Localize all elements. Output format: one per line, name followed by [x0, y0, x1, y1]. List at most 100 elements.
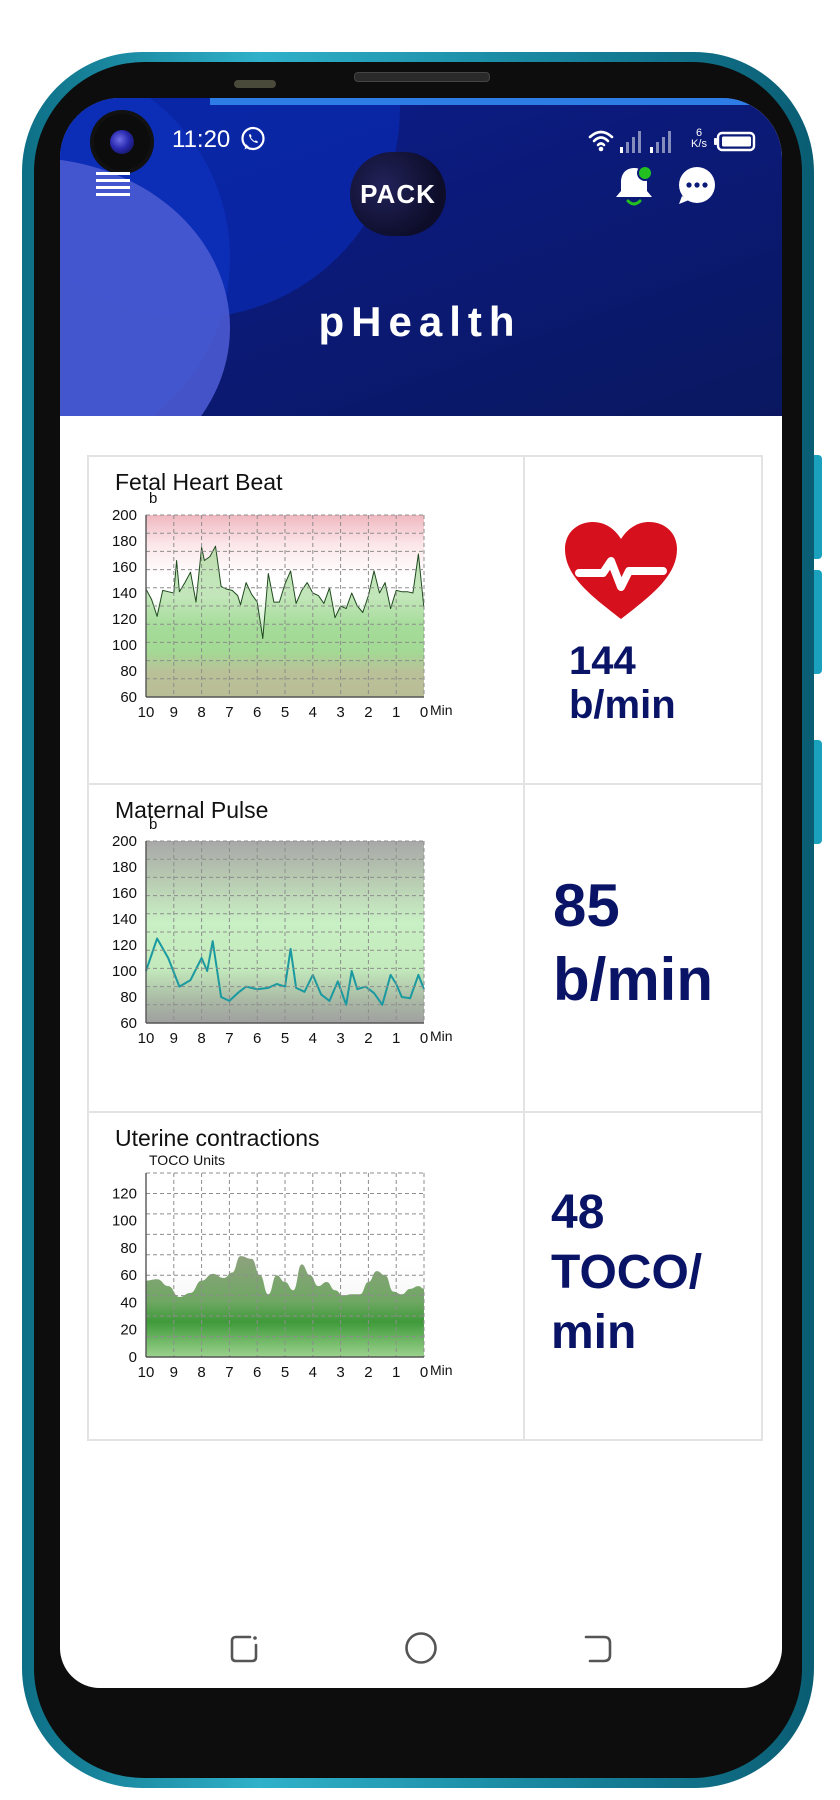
uterine-chart-panel: Uterine contractions 120 100 80 60 40 20 0 10 9 8…	[87, 1111, 525, 1441]
y-tick-label: 180	[112, 533, 137, 550]
y-tick-label: 60	[120, 689, 137, 706]
x-axis-label: Min	[430, 1362, 453, 1378]
uterine-value-panel: 48 TOCO/ min	[523, 1111, 763, 1441]
series-line	[145, 937, 425, 1006]
y-tick-label: 120	[112, 611, 137, 628]
panel-title: Fetal Heart Beat	[115, 469, 283, 495]
x-tick-label: 10	[138, 1364, 155, 1381]
x-tick-label: 8	[197, 1030, 205, 1047]
status-icons	[588, 130, 756, 153]
y-tick-label: 80	[120, 663, 137, 680]
x-tick-label: 4	[309, 704, 317, 721]
app-header	[60, 98, 782, 416]
home-icon[interactable]	[404, 1631, 438, 1665]
x-tick-label: 5	[281, 704, 289, 721]
x-tick-label: 3	[336, 1364, 344, 1381]
x-tick-label: 1	[392, 1364, 400, 1381]
back-icon[interactable]	[582, 1633, 614, 1665]
maternal-pulse-unit: b/min	[553, 946, 713, 1013]
maternal-pulse-value: 85	[553, 872, 620, 939]
fetal-heart-value: 144	[569, 639, 636, 683]
uterine-value: 48	[551, 1186, 605, 1239]
recent-apps-icon[interactable]	[228, 1633, 260, 1665]
x-tick-label: 0	[420, 1030, 428, 1047]
panel-title: Uterine contractions	[115, 1125, 320, 1151]
x-tick-label: 8	[197, 704, 205, 721]
side-button-top	[814, 455, 822, 559]
signal-bars-2-icon	[650, 131, 671, 153]
x-tick-label: 3	[336, 1030, 344, 1047]
y-tick-label: 140	[112, 911, 137, 928]
y-tick-label: 120	[112, 937, 137, 954]
y-tick-label: 60	[120, 1015, 137, 1032]
x-tick-label: 1	[392, 1030, 400, 1047]
x-tick-label: 4	[309, 1364, 317, 1381]
maternal-pulse-chart-panel: Maternal Pulse 200 180 160 140 120 100 80 60 10 9…	[87, 783, 525, 1113]
x-tick-label: 6	[253, 1030, 261, 1047]
x-tick-label: 1	[392, 704, 400, 721]
y-tick-label: 40	[120, 1294, 137, 1311]
uterine-unit-line2: min	[551, 1306, 637, 1359]
y-tick-label: 200	[112, 833, 137, 850]
x-tick-label: 5	[281, 1030, 289, 1047]
y-tick-label: 160	[112, 559, 137, 576]
y-tick-label: 200	[112, 507, 137, 524]
x-tick-label: 0	[420, 704, 428, 721]
chat-icon[interactable]	[676, 166, 718, 206]
x-tick-label: 7	[225, 1030, 233, 1047]
fetal-heart-value-panel: 144 b/min	[523, 455, 763, 785]
menu-icon[interactable]	[96, 170, 130, 200]
app-title: pHealth	[318, 298, 522, 345]
x-tick-label: 0	[420, 1364, 428, 1381]
y-axis-label: b	[149, 490, 157, 507]
x-tick-label: 7	[225, 1364, 233, 1381]
grid-lines	[145, 514, 425, 698]
fetal-heart-chart-panel: Fetal Heart Beat 200 180 160 140 120 100 80 60 1…	[87, 455, 525, 785]
uterine-unit-line1: TOCO/	[551, 1246, 703, 1299]
x-tick-label: 7	[225, 704, 233, 721]
y-tick-label: 60	[120, 1267, 137, 1284]
earpiece-speaker	[354, 72, 490, 82]
x-tick-label: 2	[364, 1030, 372, 1047]
bell-icon[interactable]	[612, 164, 656, 210]
x-tick-label: 2	[364, 704, 372, 721]
signal-bars-1-icon	[620, 131, 641, 153]
side-button-bottom	[814, 740, 822, 844]
x-tick-label: 10	[138, 704, 155, 721]
x-tick-label: 3	[336, 704, 344, 721]
y-tick-label: 160	[112, 885, 137, 902]
x-tick-label: 9	[170, 1030, 178, 1047]
y-tick-label: 80	[120, 989, 137, 1006]
x-tick-label: 10	[138, 1030, 155, 1047]
y-axis-label: b	[149, 816, 157, 833]
x-axis-label: Min	[430, 1028, 453, 1044]
x-tick-label: 2	[364, 1364, 372, 1381]
y-tick-label: 80	[120, 1240, 137, 1257]
fetal-heart-unit: b/min	[569, 683, 676, 727]
x-axis-label: Min	[430, 702, 453, 718]
panel-title: Maternal Pulse	[115, 797, 269, 823]
x-tick-label: 9	[170, 704, 178, 721]
y-tick-label: 100	[112, 1213, 137, 1230]
front-camera	[94, 114, 150, 170]
heart-pulse-icon	[565, 522, 677, 619]
battery-icon	[714, 131, 756, 152]
x-tick-label: 8	[197, 1364, 205, 1381]
y-tick-label: 100	[112, 637, 137, 654]
x-tick-label: 6	[253, 1364, 261, 1381]
proximity-sensor	[234, 80, 276, 88]
series-line	[145, 545, 425, 639]
y-tick-label: 120	[112, 1185, 137, 1202]
status-line	[210, 98, 782, 105]
y-tick-label: 0	[129, 1349, 137, 1366]
x-tick-label: 6	[253, 704, 261, 721]
y-tick-label: 20	[120, 1322, 137, 1339]
app-logo[interactable]: PACK	[350, 152, 446, 236]
y-axis-label: TOCO Units	[149, 1152, 225, 1168]
status-time: 11:20	[172, 126, 231, 153]
y-tick-label: 140	[112, 585, 137, 602]
whatsapp-icon	[241, 126, 265, 151]
wifi-icon	[588, 130, 614, 147]
